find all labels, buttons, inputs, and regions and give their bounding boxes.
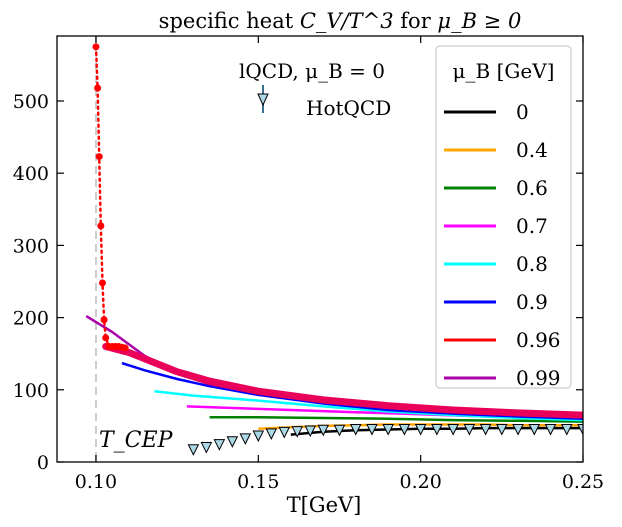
hotqcd-marker <box>463 424 476 436</box>
hotqcd-marker <box>213 439 226 451</box>
hotqcd-marker <box>333 424 346 437</box>
legend-label-0.8: 0.8 <box>516 252 548 276</box>
legend-label-0.96: 0.96 <box>516 328 561 352</box>
red-point <box>102 334 110 342</box>
hotqcd-marker <box>414 424 427 436</box>
red-point <box>97 222 105 230</box>
tcep-label: T_CEP <box>99 428 174 453</box>
legend-label-0.4: 0.4 <box>516 138 548 162</box>
hotqcd-marker <box>447 424 459 436</box>
x-tick-label: 0.10 <box>75 471 117 493</box>
y-tick-label: 300 <box>13 235 49 257</box>
series-line-0.9 <box>121 361 583 420</box>
red-point <box>98 279 106 287</box>
hotqcd-marker <box>512 424 524 436</box>
hotqcd-marker <box>528 424 541 436</box>
plot-area <box>85 36 583 462</box>
hotqcd-legend-marker <box>257 93 269 107</box>
hotqcd-marker <box>226 436 239 448</box>
x-tick-label: 0.20 <box>399 471 441 493</box>
hotqcd-marker <box>366 424 378 436</box>
y-tick-label: 400 <box>13 163 49 185</box>
y-tick-label: 0 <box>37 452 49 474</box>
y-tick-label: 200 <box>13 308 49 330</box>
hotqcd-marker <box>291 426 304 438</box>
hotqcd-marker <box>431 424 443 436</box>
series-line-0.6 <box>209 415 583 423</box>
legend-label-0.7: 0.7 <box>516 214 548 238</box>
annotations: lQCD, μ_B = 0 HotQCD T_CEP <box>99 59 391 453</box>
x-tick-label: 0.15 <box>237 471 279 493</box>
series-line-0.8 <box>154 389 583 422</box>
red-point <box>100 316 108 324</box>
legend-label-0.99: 0.99 <box>516 366 561 390</box>
hotqcd-marker <box>304 425 317 438</box>
hotqcd-marker <box>398 424 411 436</box>
hotqcd-marker <box>349 424 362 436</box>
legend-label-0.9: 0.9 <box>516 290 548 314</box>
legend: μ_B [GeV] 0 0.4 0.6 0.7 0.8 0.9 0.96 0.99 <box>435 45 572 390</box>
red-point <box>95 153 103 161</box>
red-band <box>102 343 583 419</box>
red-point <box>121 344 129 352</box>
axes: 0.10 0.15 0.20 0.25 0 100 200 300 400 500 <box>13 35 604 493</box>
hotqcd-label: HotQCD <box>306 96 391 120</box>
hotqcd-marker <box>252 430 265 443</box>
legend-label-0: 0 <box>516 100 529 124</box>
x-axis-label: T[GeV] <box>287 493 362 517</box>
hotqcd-marker <box>544 424 557 436</box>
hotqcd-marker <box>200 442 213 454</box>
hotqcd-marker <box>239 433 252 446</box>
red-dotted-line <box>94 45 127 350</box>
red-point <box>94 84 102 92</box>
hotqcd-marker <box>382 424 394 436</box>
hotqcd-marker <box>577 424 583 436</box>
hotqcd-marker <box>265 428 278 440</box>
legend-title: μ_B [GeV] <box>453 59 555 83</box>
plot-frame <box>56 35 584 463</box>
y-tick-label: 100 <box>13 380 49 402</box>
hotqcd-marker <box>187 444 200 456</box>
hotqcd-marker <box>278 426 291 439</box>
hotqcd-marker <box>317 424 330 437</box>
hotqcd-marker <box>496 424 508 436</box>
chart-title: specific heat C_V/T^3 for μ_B ≥ 0 <box>159 9 522 33</box>
lqcd-label: lQCD, μ_B = 0 <box>239 59 385 83</box>
x-tick-label: 0.25 <box>562 471 604 493</box>
red-point <box>92 43 100 51</box>
hotqcd-marker <box>560 424 573 436</box>
y-tick-label: 500 <box>13 91 49 113</box>
legend-label-0.6: 0.6 <box>516 176 548 200</box>
hotqcd-marker <box>479 424 492 436</box>
